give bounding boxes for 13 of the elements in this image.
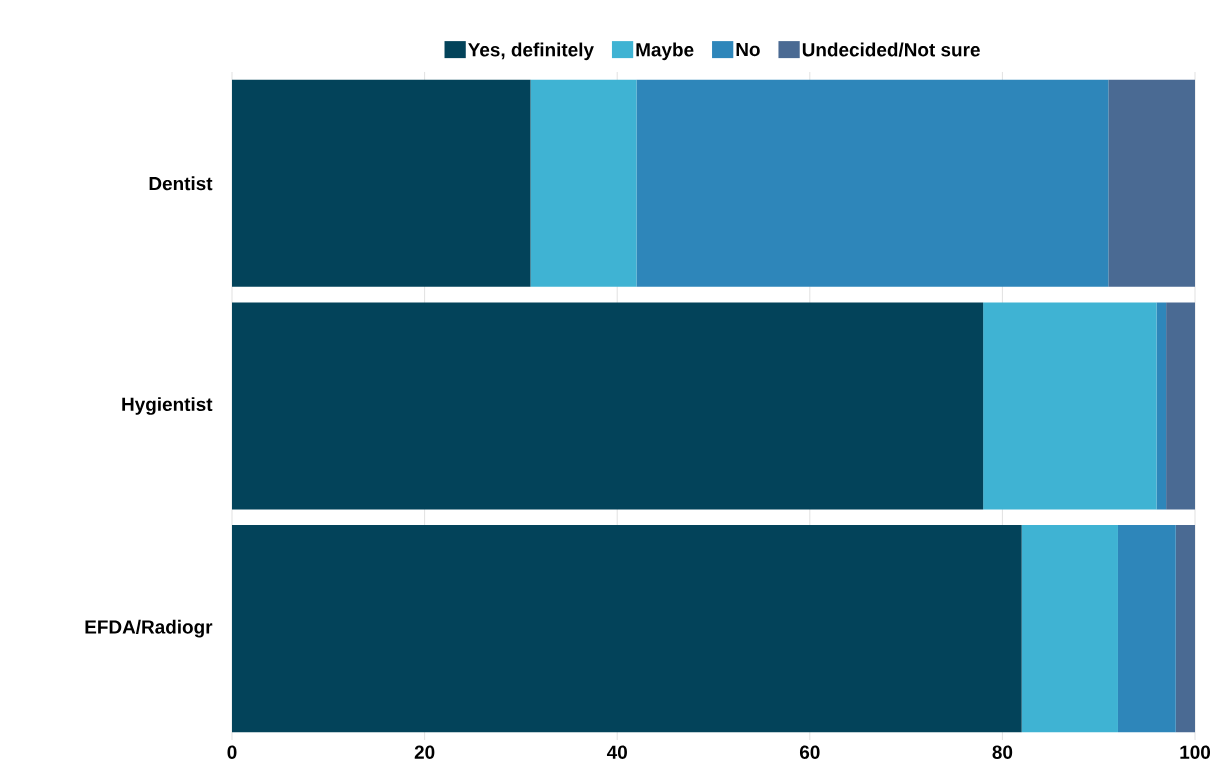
legend-label: Undecided/Not sure — [802, 42, 980, 57]
x-tick-label: 20 — [414, 745, 435, 759]
x-tick-label: 80 — [992, 745, 1013, 759]
legend-label: Maybe — [636, 42, 694, 61]
y-tick-label: EFDA/Radiogr — [85, 619, 213, 638]
legend-label: No — [736, 42, 760, 57]
x-tick-label: 100 — [1180, 745, 1211, 759]
y-tick-label: Hygientist — [122, 397, 213, 415]
y-tick-label: Dentist — [149, 176, 213, 191]
x-tick-label: 0 — [227, 745, 237, 759]
x-tick-label: 40 — [606, 745, 627, 759]
legend-label: Yes, definitely — [468, 42, 594, 61]
x-tick-label: 60 — [799, 745, 820, 759]
